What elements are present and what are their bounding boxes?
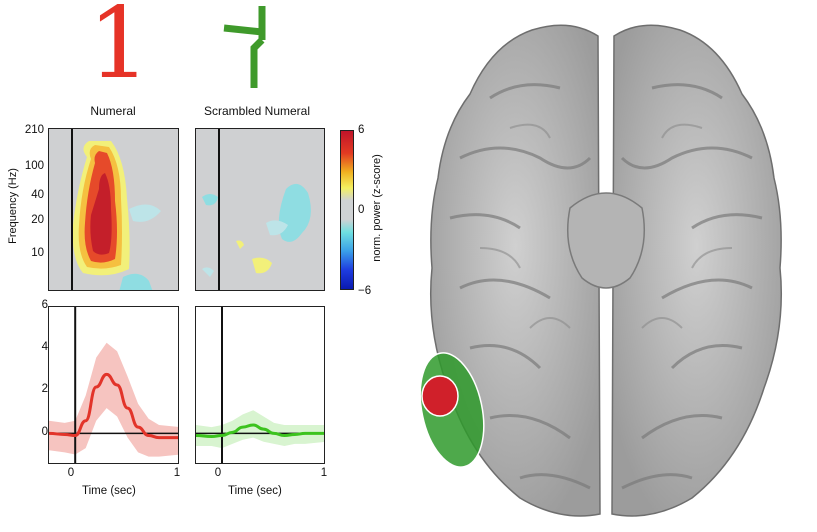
brain-right-hemisphere	[611, 24, 782, 517]
colorbar-label: norm. power (z-score)	[371, 154, 383, 262]
numeral-confidence-band	[49, 342, 178, 457]
scrambled-xlabel: Time (sec)	[228, 485, 282, 497]
freq-tick-20: 20	[31, 214, 44, 226]
numeral-title: Numeral	[90, 104, 136, 118]
scrambled-spectrogram-onset-line	[218, 129, 220, 290]
freq-tick-10: 10	[31, 247, 44, 259]
scrambled-numeral-stimulus	[218, 4, 278, 94]
scrambled-numeral-title: Scrambled Numeral	[203, 104, 311, 118]
scrambled-timecourse-plot	[196, 307, 324, 463]
brain-ventral-view	[419, 24, 782, 517]
frequency-axis-label: Frequency (Hz)	[7, 168, 19, 244]
numeral-xtick-1: 1	[173, 467, 181, 479]
numeral-timecourse-plot	[49, 307, 178, 463]
numeral-xtick-0: 0	[67, 467, 75, 479]
numeral-timecourse	[48, 306, 179, 464]
scrambled-xtick-1: 1	[320, 467, 328, 479]
freq-tick-40: 40	[31, 189, 44, 201]
numeral-spectrogram-onset-line	[71, 129, 73, 290]
brainstem-region	[567, 192, 645, 289]
numeral-xlabel: Time (sec)	[82, 485, 136, 497]
tc-tick-2: 2	[41, 383, 48, 395]
tc-tick-4: 4	[41, 341, 48, 353]
colorbar-tick-6: 6	[358, 124, 365, 136]
tc-tick-6: 6	[41, 299, 48, 311]
tc-tick-0: 0	[41, 426, 48, 438]
colorbar-tick-0: 0	[358, 204, 365, 216]
numeral-spectrogram	[48, 128, 179, 291]
scrambled-mean-line	[196, 423, 324, 439]
scrambled-xtick-0: 0	[214, 467, 222, 479]
scrambled-numeral-glyph	[223, 6, 266, 88]
roi-inner-ellipse	[421, 375, 459, 417]
scrambled-numeral-timecourse	[195, 306, 325, 464]
colorbar-tick-neg6: −6	[358, 285, 372, 297]
freq-tick-100: 100	[24, 160, 44, 172]
numeral-glyph: 1	[88, 0, 151, 101]
freq-tick-210: 210	[24, 124, 44, 136]
numeral-stimulus: 1	[88, 0, 150, 94]
colorbar	[340, 130, 354, 290]
numeral-mean-line	[49, 372, 178, 440]
scrambled-numeral-spectrogram	[195, 128, 325, 291]
roi-marker	[419, 352, 485, 468]
